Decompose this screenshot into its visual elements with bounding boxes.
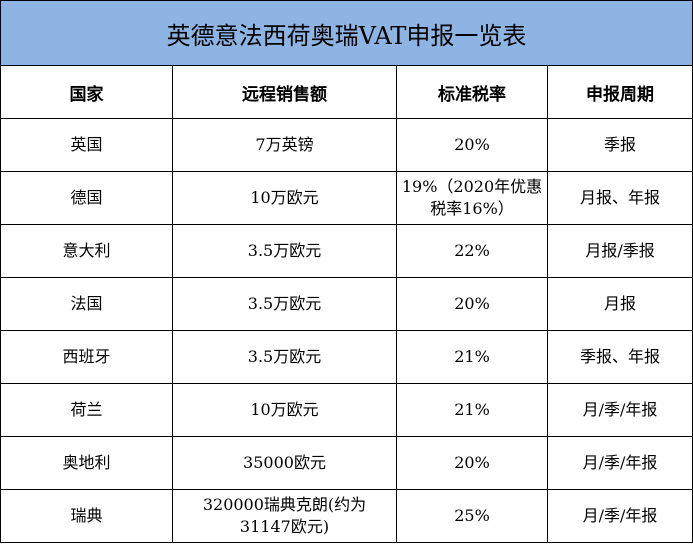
table-row: 德国 10万欧元 19%（2020年优惠税率16%） 月报、年报 [0, 171, 693, 225]
cell-standard-rate: 19%（2020年优惠税率16%） [396, 171, 548, 225]
cell-filing-period: 月报/季报 [546, 224, 693, 278]
cell-distance-sales: 3.5万欧元 [172, 224, 397, 278]
cell-standard-rate: 22% [396, 224, 548, 278]
cell-standard-rate-text: 19%（2020年优惠税率16%） [401, 177, 543, 218]
table-row: 英国 7万英镑 20% 季报 [0, 118, 693, 172]
cell-filing-period: 季报 [546, 118, 693, 172]
cell-country: 瑞典 [0, 489, 173, 543]
cell-country: 德国 [0, 171, 173, 225]
cell-country: 荷兰 [0, 383, 173, 437]
cell-country: 奥地利 [0, 436, 173, 490]
cell-filing-period: 月/季/年报 [546, 383, 693, 437]
table-title: 英德意法西荷奥瑞VAT申报一览表 [0, 0, 693, 66]
cell-distance-sales: 35000欧元 [172, 436, 397, 490]
cell-standard-rate: 20% [396, 436, 548, 490]
cell-standard-rate: 20% [396, 118, 548, 172]
cell-distance-sales: 3.5万欧元 [172, 277, 397, 331]
header-distance-sales: 远程销售额 [172, 65, 397, 119]
cell-standard-rate: 21% [396, 383, 548, 437]
cell-country: 意大利 [0, 224, 173, 278]
cell-standard-rate: 21% [396, 330, 548, 384]
table-row: 奥地利 35000欧元 20% 月/季/年报 [0, 436, 693, 490]
cell-filing-period: 季报、年报 [546, 330, 693, 384]
cell-distance-sales: 10万欧元 [172, 171, 397, 225]
cell-country: 西班牙 [0, 330, 173, 384]
cell-standard-rate: 20% [396, 277, 548, 331]
cell-filing-period: 月/季/年报 [546, 489, 693, 543]
cell-filing-period: 月报 [546, 277, 693, 331]
header-country: 国家 [0, 65, 173, 119]
cell-distance-sales: 3.5万欧元 [172, 330, 397, 384]
cell-filing-period: 月报、年报 [546, 171, 693, 225]
table-row: 荷兰 10万欧元 21% 月/季/年报 [0, 383, 693, 437]
header-standard-rate: 标准税率 [396, 65, 548, 119]
cell-filing-period: 月/季/年报 [546, 436, 693, 490]
table-row: 意大利 3.5万欧元 22% 月报/季报 [0, 224, 693, 278]
table-row: 瑞典 320000瑞典克朗(约为31147欧元) 25% 月/季/年报 [0, 489, 693, 543]
table-row: 法国 3.5万欧元 20% 月报 [0, 277, 693, 331]
cell-distance-sales: 320000瑞典克朗(约为31147欧元) [172, 489, 397, 543]
cell-distance-sales-text: 320000瑞典克朗(约为31147欧元) [202, 495, 367, 536]
cell-standard-rate: 25% [396, 489, 548, 543]
cell-country: 英国 [0, 118, 173, 172]
table-row: 西班牙 3.5万欧元 21% 季报、年报 [0, 330, 693, 384]
header-filing-period: 申报周期 [546, 65, 693, 119]
cell-distance-sales: 10万欧元 [172, 383, 397, 437]
cell-distance-sales: 7万英镑 [172, 118, 397, 172]
cell-country: 法国 [0, 277, 173, 331]
